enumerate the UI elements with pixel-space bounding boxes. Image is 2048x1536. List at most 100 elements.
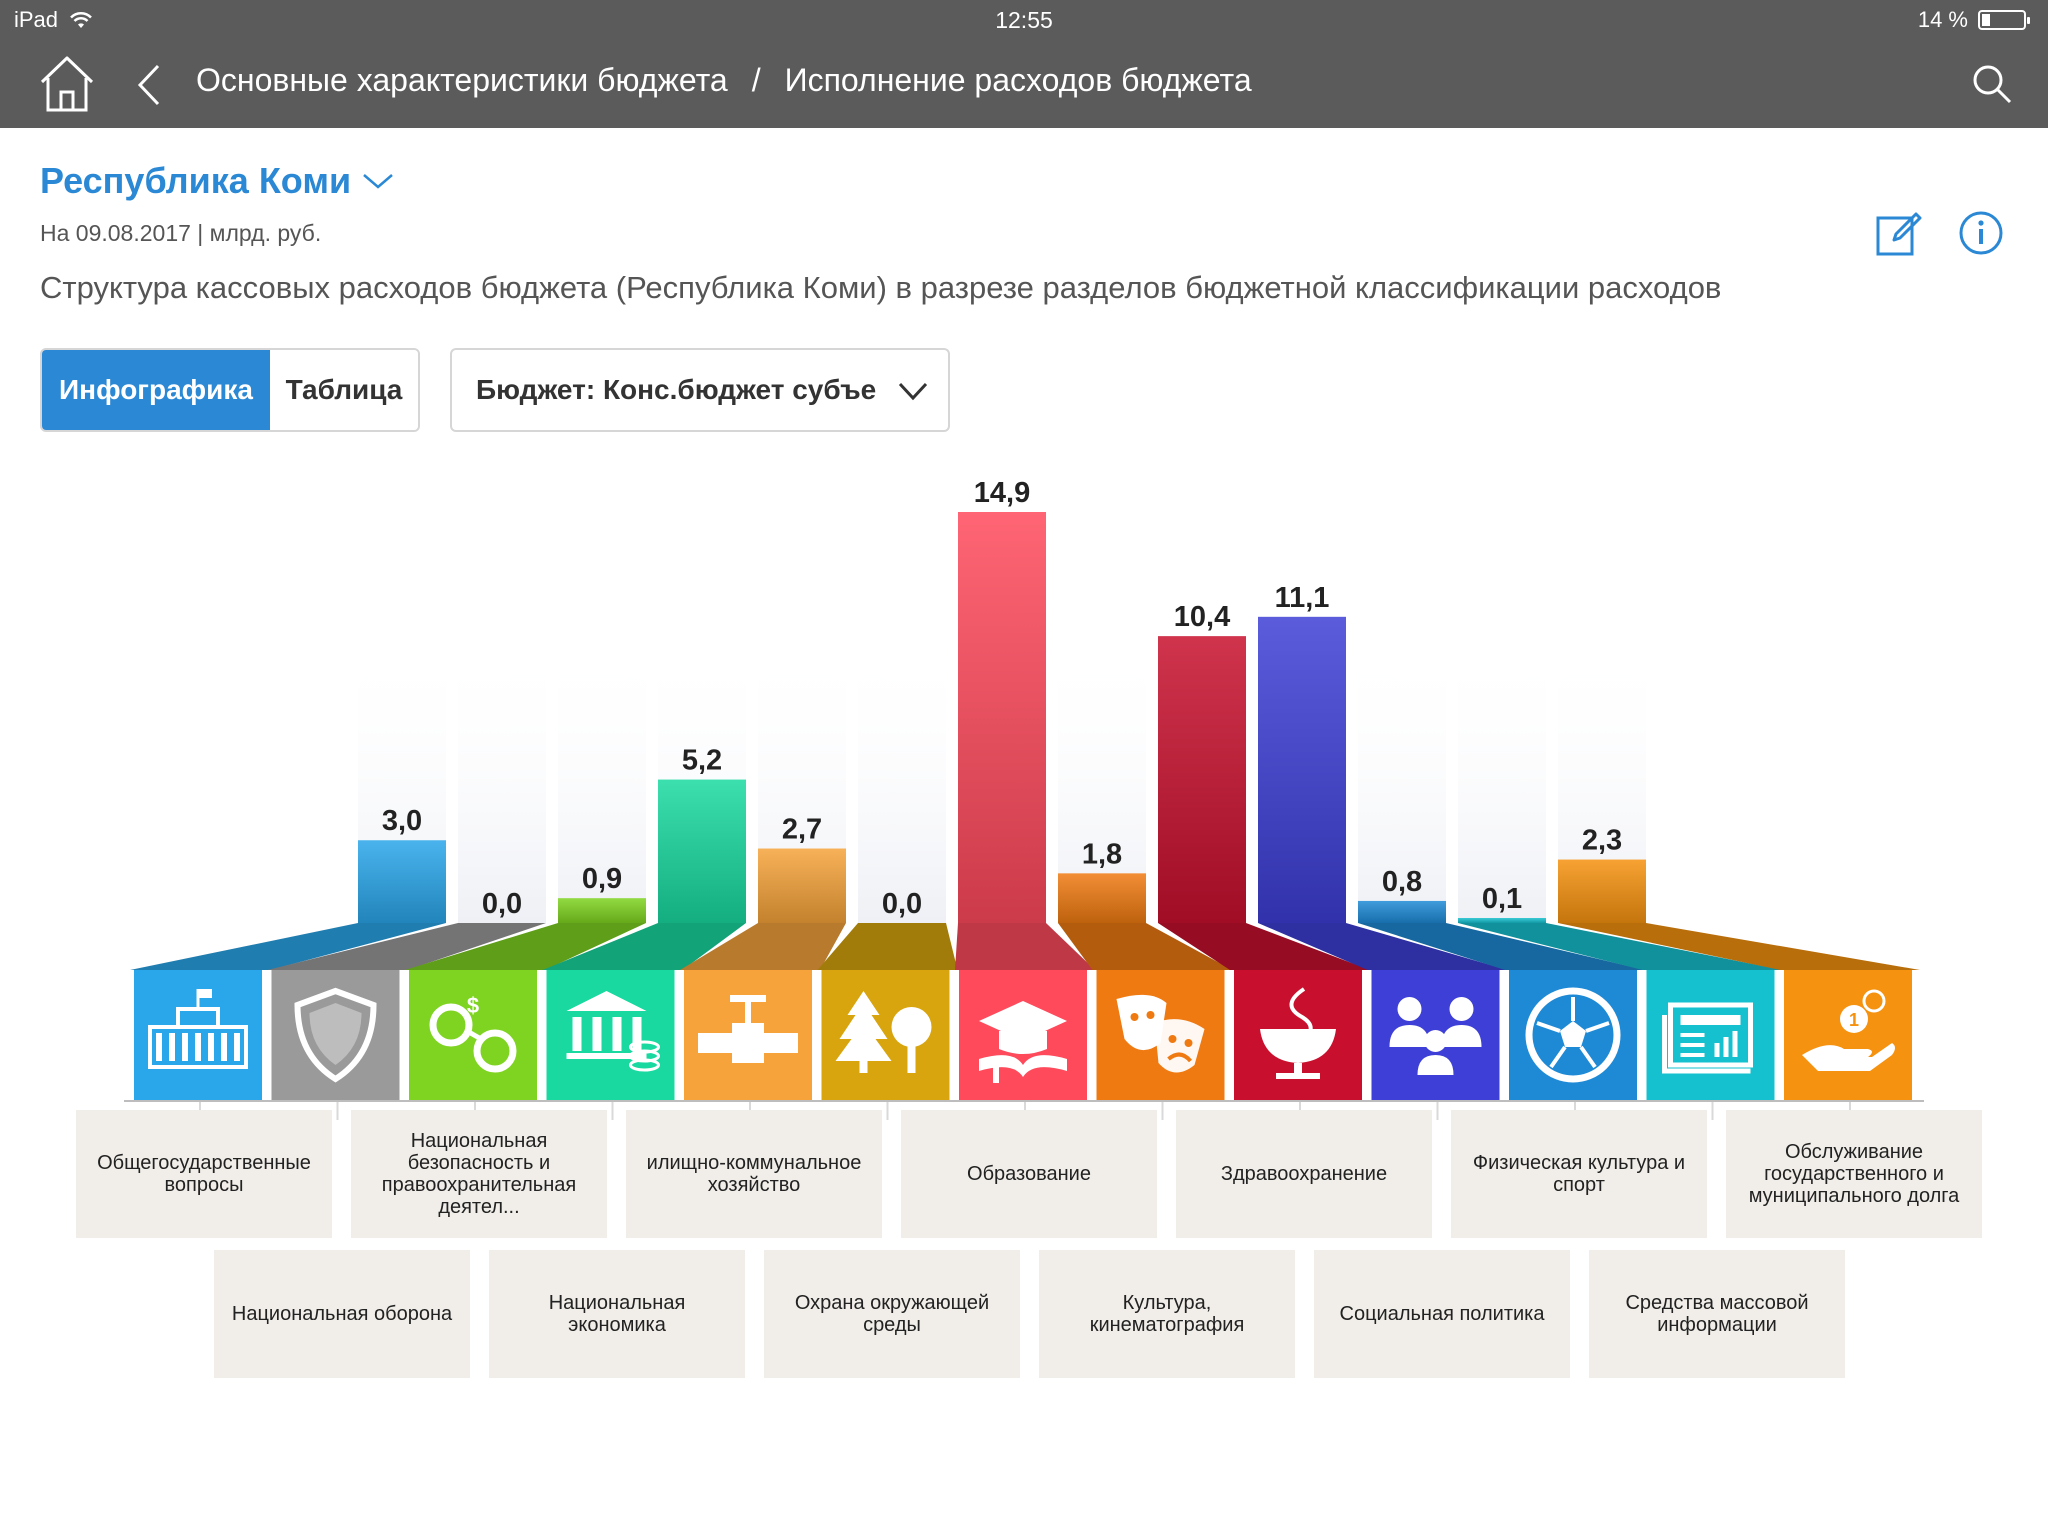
- bar-connector: [1158, 923, 1370, 970]
- bar-value-label: 2,3: [1582, 825, 1622, 857]
- bar-value-label: 3,0: [382, 805, 422, 837]
- device-name: iPad: [14, 7, 59, 32]
- bar: [758, 848, 846, 923]
- chevron-down-icon: [363, 174, 393, 189]
- back-chevron-icon[interactable]: [132, 62, 166, 108]
- category-label: Национальная оборона: [214, 1250, 470, 1378]
- category-tile: [546, 970, 675, 1100]
- bar-value-label: 5,2: [682, 745, 722, 777]
- bar-connector: [1358, 923, 1645, 970]
- search-icon[interactable]: [1968, 60, 2016, 108]
- shield-icon: [294, 987, 377, 1083]
- bar-value-label: 0,0: [882, 888, 922, 920]
- category-label: Национальная экономика: [489, 1250, 745, 1378]
- chart-description: Структура кассовых расходов бюджета (Рес…: [40, 270, 1722, 305]
- tab-infographic[interactable]: Инфографика: [42, 350, 270, 430]
- newspaper-icon: [1662, 1002, 1753, 1074]
- bar-connector: [1558, 923, 1920, 970]
- budget-select[interactable]: Бюджет: Конс.бюджет субъе: [450, 348, 950, 432]
- bar-value-label: 0,9: [582, 863, 622, 895]
- bar-value-label: 10,4: [1174, 601, 1230, 633]
- bar-value-label: 1,8: [1082, 838, 1122, 870]
- hand-coins-icon: 1: [1802, 989, 1895, 1071]
- breadcrumb-expense-execution: Исполнение расходов бюджета: [784, 62, 1252, 98]
- bar-value-label: 11,1: [1275, 582, 1330, 614]
- category-label: Социальная политика: [1314, 1250, 1570, 1378]
- category-label: Национальная безопасность и правоохранит…: [351, 1110, 607, 1238]
- battery-percent: 14 %: [1917, 7, 1968, 32]
- bar: [1258, 616, 1346, 923]
- budget-select-value: Бюджет: Конс.бюджет субъе: [476, 374, 876, 405]
- edit-icon[interactable]: [1874, 208, 1924, 258]
- nav-bar: Основные характеристики бюджета / Исполн…: [0, 42, 2048, 128]
- graduation-book-icon: [979, 1001, 1067, 1083]
- bank-coins-icon: [566, 991, 660, 1072]
- theater-masks-icon: [1116, 994, 1205, 1073]
- bar-background: [1458, 640, 1546, 923]
- bar: [658, 779, 746, 923]
- bar: [358, 840, 446, 923]
- bar: [1058, 873, 1146, 923]
- svg-text:1: 1: [1849, 1010, 1859, 1030]
- bar: [958, 512, 1046, 923]
- category-label: Физическая культура и спорт: [1451, 1110, 1707, 1238]
- category-tile: [821, 970, 950, 1100]
- breadcrumb: Основные характеристики бюджета / Исполн…: [196, 62, 1252, 99]
- tab-table[interactable]: Таблица: [270, 350, 418, 430]
- category-label: Здравоохранение: [1176, 1110, 1432, 1238]
- handcuffs-icon: $: [429, 993, 517, 1073]
- svg-text:$: $: [467, 993, 479, 1018]
- bar: [558, 898, 646, 923]
- region-selector[interactable]: Республика Коми: [40, 160, 395, 202]
- clock: 12:55: [995, 7, 1053, 33]
- bar: [1458, 918, 1546, 923]
- bar-background: [858, 640, 946, 923]
- view-toggle: Инфографика Таблица: [40, 348, 420, 432]
- date-units: На 09.08.2017 | млрд. руб.: [40, 220, 322, 246]
- battery-icon: [1978, 10, 2030, 30]
- breadcrumb-separator: /: [751, 62, 761, 98]
- chevron-down-icon: [898, 382, 928, 401]
- category-tile: [1784, 970, 1912, 1100]
- soccer-ball-icon: [1525, 987, 1621, 1083]
- bar: [1358, 900, 1446, 923]
- bar-value-label: 0,8: [1382, 866, 1422, 898]
- status-bar: iPad 12:55 14 %: [0, 0, 2048, 42]
- bar-connector: [405, 923, 646, 970]
- bar-connector: [542, 923, 746, 970]
- expense-infographic-chart: 3,0 0,0 0,9 5,2 2,7 0,0 14,9 1,8 10,4 11,1 0,8 0,1 2…: [124, 477, 1924, 1120]
- category-tile: [1646, 970, 1775, 1100]
- region-name: Республика Коми: [40, 160, 352, 201]
- info-icon[interactable]: [1958, 210, 2004, 256]
- breadcrumb-budget-characteristics[interactable]: Основные характеристики бюджета: [196, 62, 728, 98]
- baseline: [124, 1100, 1924, 1102]
- bar-value-label: 0,0: [482, 888, 522, 920]
- wifi-icon: [70, 12, 92, 28]
- bar-background: [558, 640, 646, 923]
- bar: [1558, 859, 1646, 923]
- category-label: Образование: [901, 1110, 1157, 1238]
- bar-connector: [1458, 923, 1783, 970]
- bar-background: [1358, 640, 1446, 923]
- bar-connector: [130, 923, 446, 970]
- medical-bowl-icon: [1260, 987, 1336, 1079]
- government-building-icon: [148, 989, 248, 1069]
- trees-icon: [835, 991, 932, 1073]
- bar-connector: [955, 923, 1095, 970]
- bar: [1158, 636, 1246, 923]
- pipe-valve-icon: [698, 995, 798, 1063]
- bar-connector: [680, 923, 846, 970]
- bar-value-label: 14,9: [974, 477, 1030, 509]
- bar-value-label: 0,1: [1482, 883, 1522, 915]
- category-label: Культура, кинематография: [1039, 1250, 1295, 1378]
- bar-connector: [1258, 923, 1508, 970]
- bar-value-label: 2,7: [782, 814, 822, 846]
- bar-connector: [817, 923, 958, 970]
- home-icon[interactable]: [38, 54, 96, 114]
- category-label: Охрана окружающей среды: [764, 1250, 1020, 1378]
- category-label: Средства массовой информации: [1589, 1250, 1845, 1378]
- family-icon: [1389, 997, 1482, 1075]
- category-label: Общегосударственные вопросы: [76, 1110, 332, 1238]
- category-label: Обслуживание государственного и муниципа…: [1726, 1110, 1982, 1238]
- category-label: илищно-коммунальное хозяйство: [626, 1110, 882, 1238]
